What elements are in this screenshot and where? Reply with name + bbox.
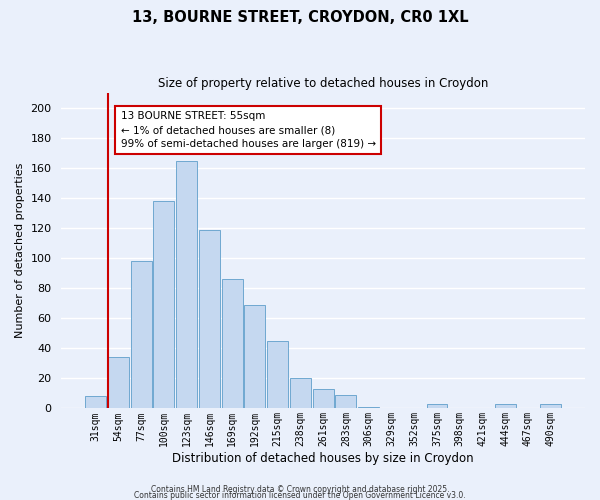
- Bar: [222, 280, 242, 408]
- Bar: [85, 396, 106, 408]
- X-axis label: Distribution of detached houses by size in Croydon: Distribution of detached houses by size …: [172, 452, 474, 465]
- Bar: [199, 230, 220, 408]
- Bar: [244, 305, 265, 408]
- Bar: [335, 395, 356, 408]
- Text: Contains HM Land Registry data © Crown copyright and database right 2025.: Contains HM Land Registry data © Crown c…: [151, 484, 449, 494]
- Bar: [176, 160, 197, 408]
- Bar: [495, 404, 515, 408]
- Bar: [540, 404, 561, 408]
- Bar: [108, 358, 129, 408]
- Bar: [358, 407, 379, 408]
- Y-axis label: Number of detached properties: Number of detached properties: [15, 163, 25, 338]
- Bar: [154, 201, 175, 408]
- Bar: [313, 389, 334, 408]
- Bar: [267, 341, 288, 408]
- Bar: [131, 261, 152, 408]
- Text: Contains public sector information licensed under the Open Government Licence v3: Contains public sector information licen…: [134, 490, 466, 500]
- Title: Size of property relative to detached houses in Croydon: Size of property relative to detached ho…: [158, 78, 488, 90]
- Text: 13, BOURNE STREET, CROYDON, CR0 1XL: 13, BOURNE STREET, CROYDON, CR0 1XL: [131, 10, 469, 25]
- Bar: [290, 378, 311, 408]
- Text: 13 BOURNE STREET: 55sqm
← 1% of detached houses are smaller (8)
99% of semi-deta: 13 BOURNE STREET: 55sqm ← 1% of detached…: [121, 111, 376, 149]
- Bar: [427, 404, 448, 408]
